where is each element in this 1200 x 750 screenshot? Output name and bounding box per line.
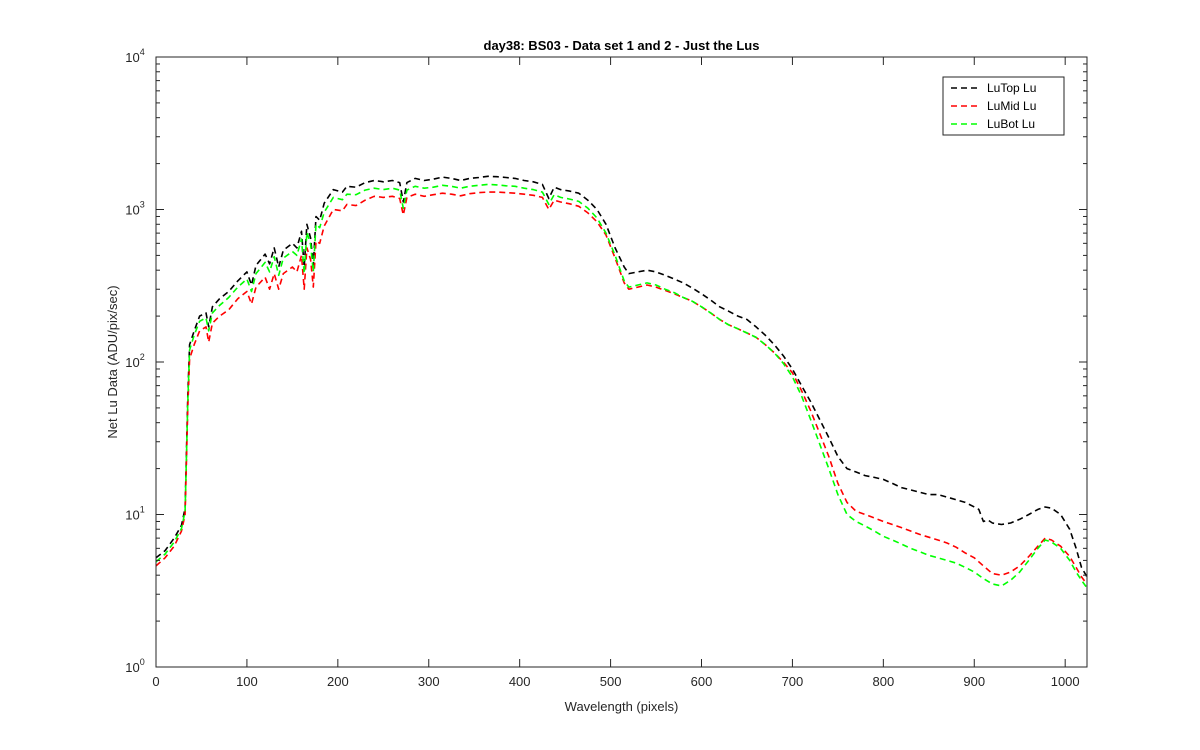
x-tick-label: 100	[236, 674, 258, 689]
y-tick-label: 103	[125, 200, 144, 218]
x-tick-label: 600	[691, 674, 713, 689]
legend-label-3: LuBot Lu	[987, 117, 1035, 131]
x-tick-label: 200	[327, 674, 349, 689]
series-line-3	[155, 183, 1088, 589]
legend-label-1: LuTop Lu	[987, 81, 1036, 95]
axes-layer: 0 100 200 300 400 500 600 700 800 900 1000 100 101 10…	[125, 47, 1088, 689]
x-tick-label: 800	[872, 674, 894, 689]
legend: LuTop Lu LuMid Lu LuBot Lu	[942, 76, 1065, 136]
y-tick-label: 101	[125, 505, 144, 523]
chart-title: day38: BS03 - Data set 1 and 2 - Just th…	[484, 38, 760, 53]
series-line-1	[155, 175, 1088, 578]
y-tick-label: 100	[125, 657, 144, 675]
y-axis-label: Net Lu Data (ADU/pix/sec)	[105, 285, 120, 438]
legend-label-2: LuMid Lu	[987, 99, 1036, 113]
plot-area	[156, 57, 1087, 667]
x-tick-label: 700	[782, 674, 804, 689]
x-tick-label: 0	[152, 674, 159, 689]
x-tick-label: 300	[418, 674, 440, 689]
series-layer	[155, 175, 1088, 589]
x-axis-label: Wavelength (pixels)	[565, 699, 679, 714]
y-tick-label: 102	[125, 352, 144, 370]
x-tick-label: 900	[963, 674, 985, 689]
x-tick-label: 400	[509, 674, 531, 689]
x-tick-label: 500	[600, 674, 622, 689]
y-tick-label: 104	[125, 47, 144, 65]
series-line-2	[155, 191, 1088, 585]
x-tick-label: 1000	[1051, 674, 1080, 689]
